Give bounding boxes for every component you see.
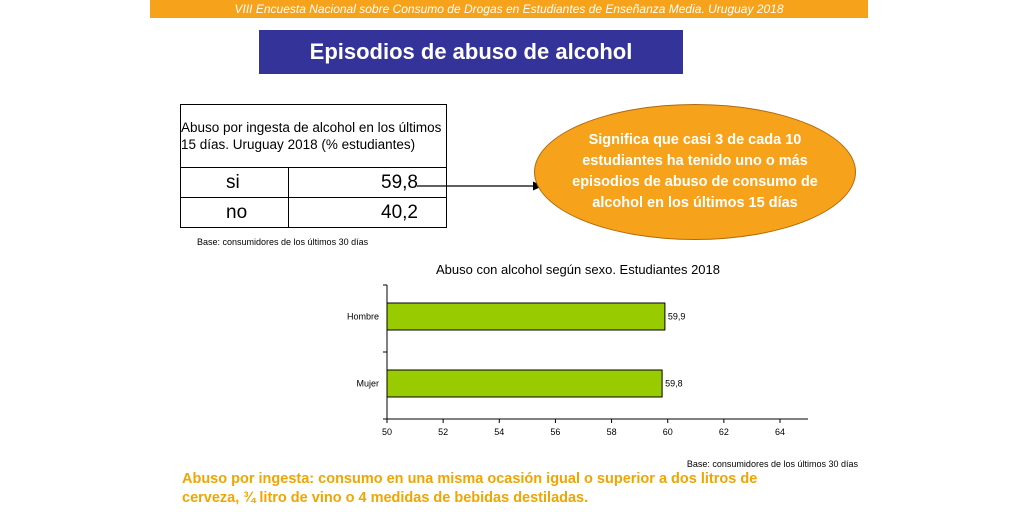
x-tick-label: 58: [607, 427, 617, 437]
x-tick-label: 54: [494, 427, 504, 437]
x-tick-label: 50: [382, 427, 392, 437]
summary-table-header: Abuso por ingesta de alcohol en los últi…: [180, 104, 447, 168]
x-tick-label: 64: [775, 427, 785, 437]
bar-chart: Abuso con alcohol según sexo. Estudiante…: [347, 262, 859, 469]
data-label: 59,9: [668, 312, 686, 322]
bar-hombre: [386, 302, 666, 331]
data-label: 59,8: [665, 379, 683, 389]
category-label: Mujer: [356, 379, 379, 389]
table-row: si 59,8: [180, 167, 447, 198]
slide-title: Episodios de abuso de alcohol: [259, 30, 683, 74]
x-tick-label: 62: [719, 427, 729, 437]
x-tick-label: 52: [438, 427, 448, 437]
row-label-no: no: [180, 197, 289, 228]
table-row: no 40,2: [180, 197, 447, 228]
summary-table: Abuso por ingesta de alcohol en los últi…: [180, 104, 447, 228]
table-base-note: Base: consumidores de los últimos 30 día…: [197, 237, 369, 247]
x-tick-label: 60: [663, 427, 673, 437]
definition-note: Abuso por ingesta: consumo en una misma …: [182, 471, 758, 506]
survey-banner: VIII Encuesta Nacional sobre Consumo de …: [150, 0, 868, 18]
bar-mujer: [386, 369, 663, 398]
callout-text: Significa que casi 3 de cada 10 estudian…: [572, 132, 818, 211]
row-value-no: 40,2: [288, 197, 447, 228]
category-label: Hombre: [347, 312, 379, 322]
chart-base-note: Base: consumidores de los últimos 30 día…: [687, 459, 859, 469]
row-value-si: 59,8: [288, 167, 447, 198]
row-label-si: si: [180, 167, 289, 198]
x-tick-label: 56: [550, 427, 560, 437]
chart-title: Abuso con alcohol según sexo. Estudiante…: [436, 262, 720, 277]
arrow-icon: [417, 181, 543, 191]
callout-ellipse: Significa que casi 3 de cada 10 estudian…: [534, 104, 856, 240]
